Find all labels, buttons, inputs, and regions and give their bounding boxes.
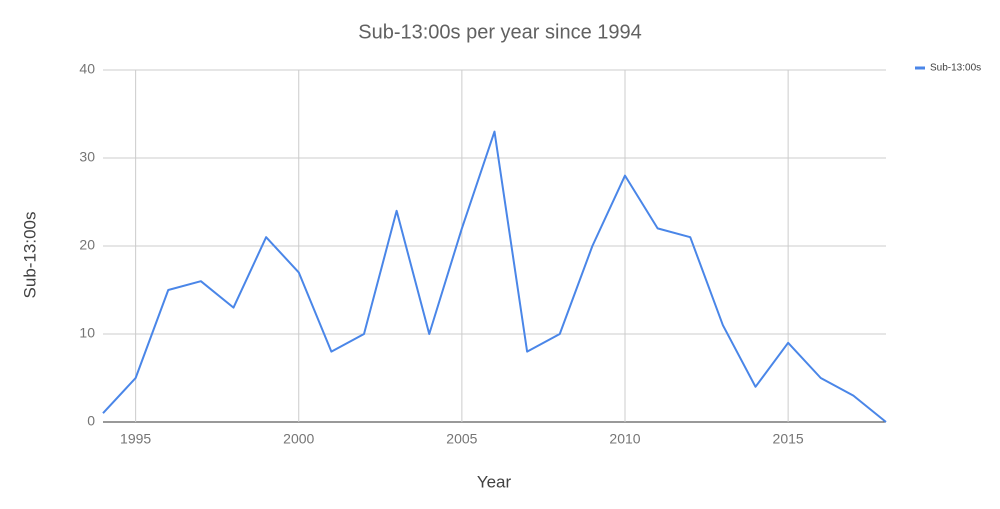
chart-title: Sub-13:00s per year since 1994 — [358, 21, 642, 43]
legend-label: Sub-13:00s — [930, 63, 981, 74]
y-tick-label: 40 — [79, 61, 95, 77]
x-tick-label: 2000 — [283, 431, 314, 447]
y-axis-label: Sub-13:00s — [20, 212, 39, 299]
x-tick-label: 2010 — [609, 431, 640, 447]
x-tick-label: 1995 — [120, 431, 151, 447]
data-line — [102, 130, 887, 423]
y-tick-label: 20 — [79, 237, 95, 253]
x-axis-label: Year — [477, 472, 512, 491]
x-tick-label: 2005 — [446, 431, 477, 447]
y-tick-label: 10 — [79, 325, 95, 341]
x-tick-label: 2015 — [773, 431, 804, 447]
y-tick-label: 30 — [79, 149, 95, 165]
y-tick-label: 0 — [87, 413, 95, 429]
